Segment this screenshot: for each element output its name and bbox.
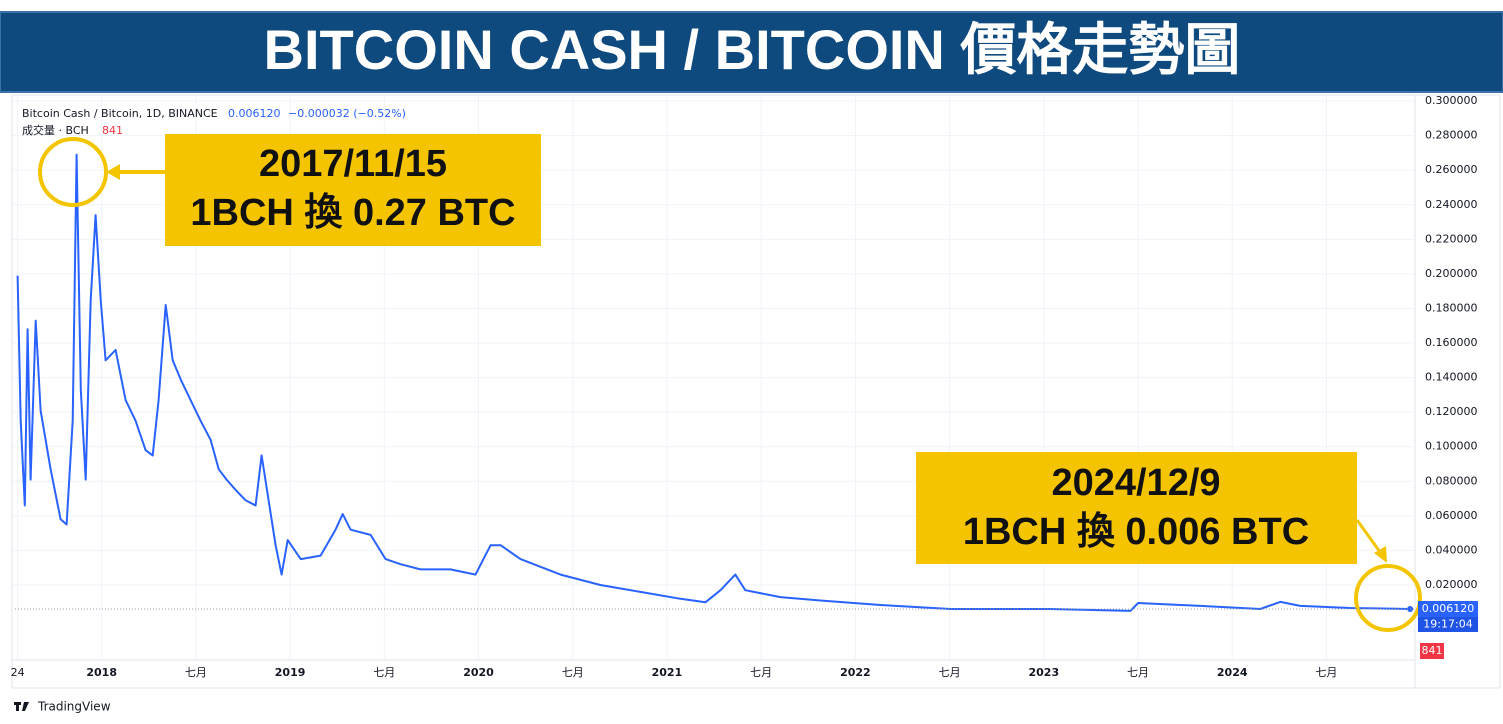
volume-badge — [1420, 643, 1444, 659]
y-tick-label: 0.300000 — [1425, 94, 1478, 107]
volume-value: 841 — [102, 124, 123, 137]
y-tick-label: 0.120000 — [1425, 405, 1478, 418]
annotation-text: 2017/11/15 — [259, 143, 447, 185]
countdown-label: 19:17:04 — [1423, 617, 1472, 630]
x-tick-label: 七月 — [562, 666, 584, 679]
annotation-text: 1BCH 換 0.006 BTC — [963, 511, 1309, 553]
y-tick-label: 0.020000 — [1425, 578, 1478, 591]
x-tick-label: 七月 — [373, 666, 395, 679]
y-tick-label: 0.260000 — [1425, 163, 1478, 176]
annotation-box — [165, 134, 541, 246]
x-tick-label: 2022 — [840, 666, 871, 679]
grid — [12, 95, 1415, 660]
symbol-label: Bitcoin Cash / Bitcoin, 1D, BINANCE — [22, 107, 218, 120]
x-tick-label: 七月 — [1127, 666, 1149, 679]
y-tick-label: 0.240000 — [1425, 198, 1478, 211]
arrow-head — [106, 164, 120, 180]
y-tick-label: 0.080000 — [1425, 474, 1478, 487]
y-tick-label: 0.160000 — [1425, 336, 1478, 349]
x-tick-label: 七月 — [1315, 666, 1337, 679]
y-tick-label: 0.040000 — [1425, 543, 1478, 556]
y-tick-label: 0.220000 — [1425, 232, 1478, 245]
x-tick-label: 七月 — [939, 666, 961, 679]
x-tick-label: 2020 — [463, 666, 494, 679]
title-banner — [0, 11, 1503, 93]
volume-badge-label: 841 — [1422, 644, 1443, 657]
x-tick-label: 2023 — [1028, 666, 1059, 679]
price-line — [16, 153, 1411, 612]
x-tick-label: 24 — [11, 666, 25, 679]
y-tick-label: 0.140000 — [1425, 371, 1478, 384]
highlight-circle — [1354, 564, 1422, 632]
arrow-head — [1374, 546, 1387, 563]
highlight-circle — [38, 137, 108, 207]
volume-label: 成交量 · BCH — [22, 123, 89, 137]
x-tick-label: 七月 — [750, 666, 772, 679]
y-tick-label: 0.060000 — [1425, 509, 1478, 522]
y-tick-label: 0.200000 — [1425, 267, 1478, 280]
last-value-header: 0.006120 — [228, 107, 281, 120]
annotation-text: 2024/12/9 — [1051, 462, 1220, 504]
countdown-badge — [1418, 616, 1478, 632]
change-label: −0.000032 (−0.52%) — [288, 107, 406, 120]
plot-frame — [11, 94, 1501, 689]
y-tick-label: 0.100000 — [1425, 440, 1478, 453]
last-price-label: 0.006120 — [1422, 602, 1475, 615]
x-tick-label: 2018 — [86, 666, 117, 679]
arrow — [1355, 519, 1382, 553]
y-tick-label: 0.280000 — [1425, 129, 1478, 142]
last-price-badge — [1418, 600, 1478, 617]
x-tick-label: 2024 — [1217, 666, 1248, 679]
x-tick-label: 七月 — [185, 666, 207, 679]
annotation-box — [916, 452, 1357, 564]
x-tick-label: 2021 — [652, 666, 683, 679]
annotation-text: 1BCH 換 0.27 BTC — [190, 192, 515, 234]
chart-title: BITCOIN CASH / BITCOIN 價格走勢圖 — [264, 18, 1241, 81]
x-tick-label: 2019 — [275, 666, 306, 679]
footer-brand: TradingView — [37, 700, 111, 714]
tradingview-logo — [14, 702, 29, 711]
y-tick-label: 0.180000 — [1425, 301, 1478, 314]
